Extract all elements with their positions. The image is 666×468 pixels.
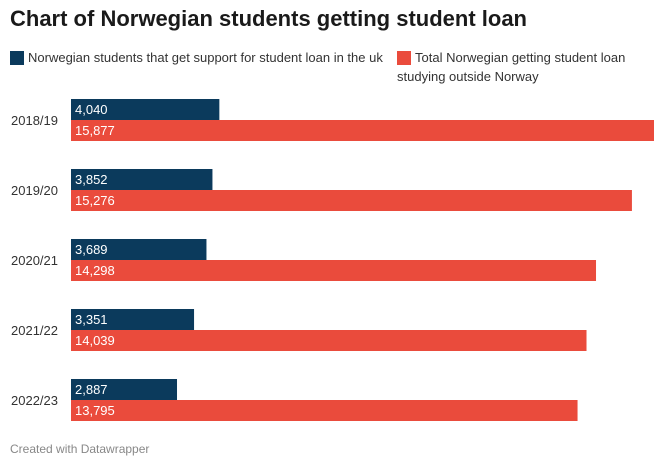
bar-total [71, 400, 578, 421]
category-label: 2018/19 [11, 113, 58, 128]
bar-uk [71, 169, 213, 190]
legend-swatch-total [397, 51, 411, 65]
bar-uk [71, 309, 195, 330]
chart-title: Chart of Norwegian students getting stud… [10, 6, 527, 31]
bar-total [71, 120, 654, 141]
data-label: 14,039 [75, 333, 115, 348]
data-label: 3,689 [75, 242, 108, 257]
bar-total [71, 190, 632, 211]
legend-item-total: Total Norwegian getting student loan stu… [397, 48, 657, 86]
legend-label-total: Total Norwegian getting student loan stu… [397, 50, 626, 84]
bar-uk [71, 379, 178, 400]
category-label: 2019/20 [11, 183, 58, 198]
data-label: 14,298 [75, 263, 115, 278]
bar-total [71, 330, 587, 351]
data-label: 15,276 [75, 193, 115, 208]
legend-swatch-uk [10, 51, 24, 65]
category-label: 2021/22 [11, 323, 58, 338]
category-label: 2020/21 [11, 253, 58, 268]
footer-credit: Created with Datawrapper [10, 442, 150, 456]
bar-chart: 2018/19 4,040 15,877 2019/20 3,852 15,276 2020… [11, 99, 654, 421]
data-label: 3,852 [75, 172, 108, 187]
data-label: 4,040 [75, 102, 108, 117]
bar-uk [71, 99, 220, 120]
data-label: 3,351 [75, 312, 108, 327]
bar-uk [71, 239, 207, 260]
bar-total [71, 260, 597, 281]
category-label: 2022/23 [11, 393, 58, 408]
data-label: 2,887 [75, 382, 108, 397]
legend-label-uk: Norwegian students that get support for … [28, 50, 383, 65]
data-label: 15,877 [75, 123, 115, 138]
legend-item-uk: Norwegian students that get support for … [10, 48, 390, 67]
data-label: 13,795 [75, 403, 115, 418]
